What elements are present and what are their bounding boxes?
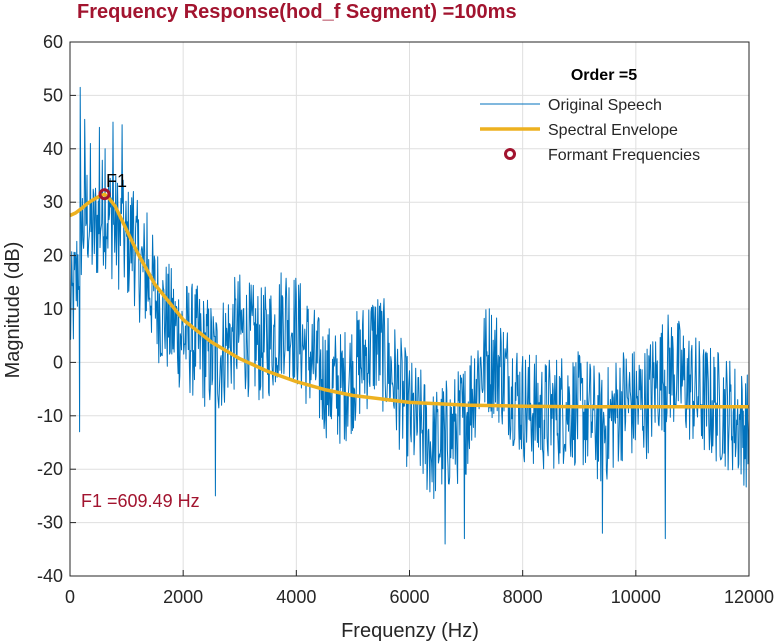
legend-label-spectral-envelope: Spectral Envelope xyxy=(548,122,678,139)
y-axis-label: Magnitude (dB) xyxy=(2,242,24,379)
y-tick-label: -20 xyxy=(37,459,63,479)
spectral-envelope-line xyxy=(69,192,749,409)
y-tick-label: 0 xyxy=(53,352,63,372)
f1-frequency-annotation: F1 =609.49 Hz xyxy=(81,491,200,511)
legend: Order =5 Original Speech Spectral Envelo… xyxy=(480,67,700,164)
y-tick-label: -40 xyxy=(37,566,63,586)
original-speech-line xyxy=(69,86,750,545)
x-axis-ticks: 0 2000 4000 6000 8000 10000 12000 xyxy=(65,570,774,607)
legend-label-original-speech: Original Speech xyxy=(548,97,662,114)
y-axis-ticks: -40 -30 -20 -10 0 10 20 30 40 50 60 xyxy=(37,32,76,586)
y-tick-label: 60 xyxy=(43,32,63,52)
y-tick-label: 20 xyxy=(43,246,63,266)
y-tick-label: 40 xyxy=(43,139,63,159)
legend-swatch-formant-frequencies xyxy=(504,148,516,160)
y-tick-label: 50 xyxy=(43,85,63,105)
x-axis-label: Frequenzy (Hz) xyxy=(341,620,479,642)
series-layer xyxy=(69,86,750,545)
legend-label-formant-frequencies: Formant Frequencies xyxy=(548,147,700,164)
f1-marker-label: F1 xyxy=(106,171,127,191)
x-tick-label: 12000 xyxy=(724,587,774,607)
x-tick-label: 2000 xyxy=(163,587,203,607)
formant-points xyxy=(98,188,111,201)
legend-title: Order =5 xyxy=(571,67,637,84)
y-tick-label: 30 xyxy=(43,192,63,212)
x-tick-label: 4000 xyxy=(276,587,316,607)
x-tick-label: 8000 xyxy=(503,587,543,607)
x-tick-label: 10000 xyxy=(611,587,661,607)
y-tick-label: -10 xyxy=(37,406,63,426)
y-tick-label: -30 xyxy=(37,513,63,533)
formant-point xyxy=(98,188,111,201)
x-tick-label: 0 xyxy=(65,587,75,607)
y-tick-label: 10 xyxy=(43,299,63,319)
chart-title: Frequency Response(hod_f Segment) =100ms xyxy=(77,1,517,23)
x-tick-label: 6000 xyxy=(389,587,429,607)
